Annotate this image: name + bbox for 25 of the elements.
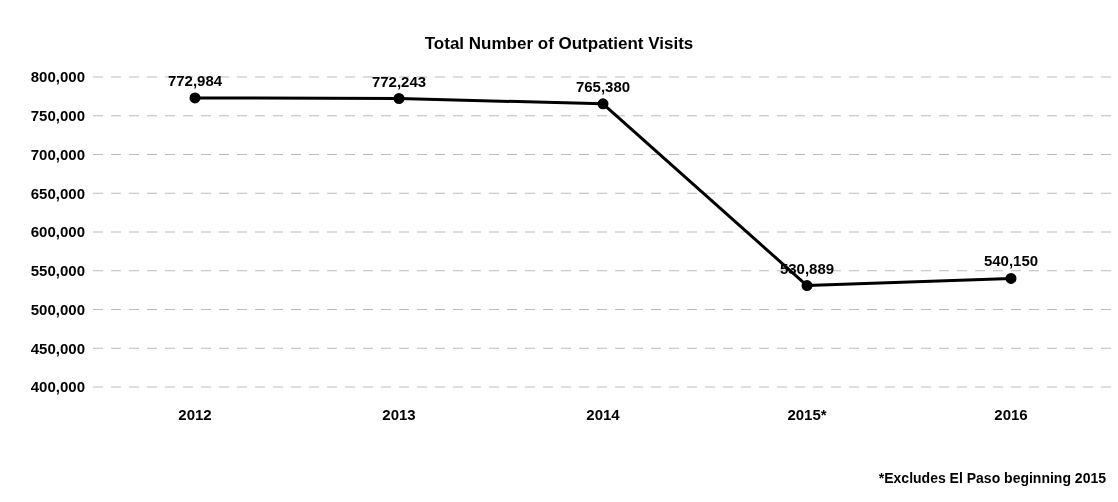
x-tick-label: 2014: [586, 405, 621, 423]
x-tick-label: 2016: [994, 405, 1028, 423]
data-label: 772,984: [167, 71, 223, 89]
x-tick-label: 2013: [382, 405, 416, 423]
y-tick-label: 700,000: [30, 145, 85, 163]
point: [1005, 272, 1017, 284]
y-tick-label: 750,000: [30, 107, 85, 125]
y-tick-label: 600,000: [30, 223, 85, 241]
data-label: 540,150: [983, 252, 1039, 270]
y-tick-label: 400,000: [30, 378, 85, 396]
x-tick-label: 2012: [178, 405, 212, 423]
chart-title: Total Number of Outpatient Visits: [423, 34, 695, 54]
data-label: 772,243: [371, 72, 427, 90]
point: [597, 98, 609, 110]
y-tick-label: 800,000: [30, 68, 85, 86]
data-label: 765,380: [575, 77, 631, 95]
y-tick-label: 550,000: [30, 262, 85, 280]
point: [189, 92, 201, 104]
x-tick-label: 2015*: [787, 405, 827, 423]
y-tick-label: 450,000: [30, 339, 85, 357]
text: *Excludes El Paso beginning 2015: [878, 470, 1106, 486]
y-tick-label: 500,000: [30, 300, 85, 318]
point: [393, 93, 405, 105]
point: [801, 280, 813, 292]
y-tick-label: 650,000: [30, 184, 85, 202]
